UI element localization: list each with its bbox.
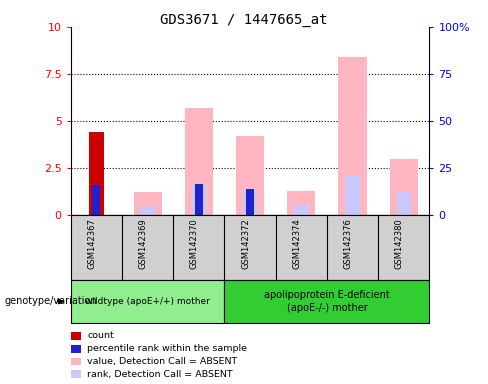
Bar bbox=[141, 207, 155, 215]
Bar bbox=[89, 132, 103, 215]
Text: apolipoprotein E-deficient
(apoE-/-) mother: apolipoprotein E-deficient (apoE-/-) mot… bbox=[264, 290, 390, 313]
Bar bbox=[192, 184, 206, 215]
Text: genotype/variation: genotype/variation bbox=[5, 296, 98, 306]
Bar bbox=[246, 189, 254, 215]
Text: GSM142372: GSM142372 bbox=[241, 218, 250, 269]
Text: wildtype (apoE+/+) mother: wildtype (apoE+/+) mother bbox=[85, 297, 210, 306]
Bar bbox=[294, 205, 308, 215]
Text: GSM142367: GSM142367 bbox=[87, 218, 97, 269]
Bar bbox=[195, 184, 203, 215]
Bar bbox=[224, 280, 429, 323]
Text: GSM142374: GSM142374 bbox=[292, 218, 301, 269]
Bar bbox=[339, 57, 366, 215]
Bar bbox=[134, 192, 162, 215]
Text: GSM142380: GSM142380 bbox=[395, 218, 404, 269]
Text: percentile rank within the sample: percentile rank within the sample bbox=[87, 344, 247, 353]
Bar bbox=[397, 192, 411, 215]
Bar bbox=[71, 280, 224, 323]
Text: GDS3671 / 1447665_at: GDS3671 / 1447665_at bbox=[160, 13, 328, 27]
Text: rank, Detection Call = ABSENT: rank, Detection Call = ABSENT bbox=[87, 369, 233, 379]
Bar bbox=[390, 159, 418, 215]
Text: GSM142376: GSM142376 bbox=[344, 218, 352, 269]
Text: GSM142370: GSM142370 bbox=[190, 218, 199, 269]
Bar bbox=[236, 136, 264, 215]
Text: GSM142369: GSM142369 bbox=[139, 218, 148, 269]
Text: value, Detection Call = ABSENT: value, Detection Call = ABSENT bbox=[87, 357, 238, 366]
Bar bbox=[287, 190, 315, 215]
Bar bbox=[346, 177, 360, 215]
Bar bbox=[185, 108, 213, 215]
Text: count: count bbox=[87, 331, 114, 341]
Bar bbox=[243, 190, 257, 215]
Bar bbox=[92, 185, 101, 215]
